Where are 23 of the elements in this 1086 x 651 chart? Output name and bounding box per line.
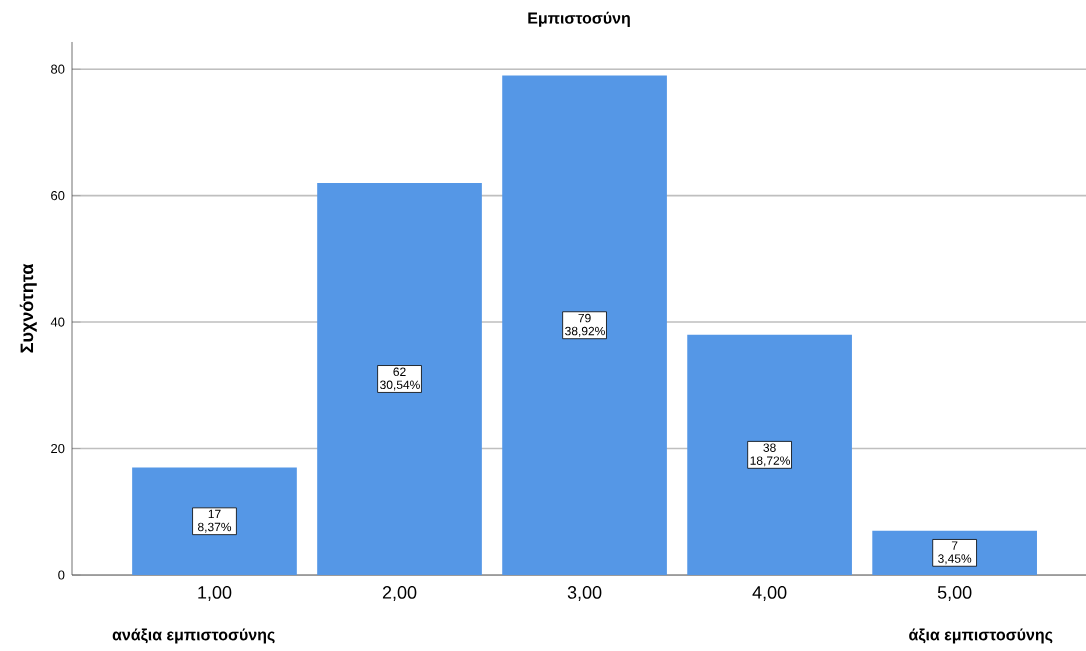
bar <box>502 75 667 575</box>
chart-title: Εμπιστοσύνη <box>528 11 630 27</box>
text: ανάξια εμπιστοσύνης <box>112 628 275 644</box>
bar <box>317 182 482 575</box>
data-label: 62 30,54% <box>380 367 420 391</box>
x-tick-label: 2,00 <box>382 586 417 601</box>
bar <box>132 467 297 575</box>
x-tick-label: 5,00 <box>937 586 972 601</box>
x-tick-label: 1,00 <box>198 586 232 601</box>
y-tick-label: 80 <box>51 64 65 74</box>
bar <box>687 334 852 575</box>
data-label: 79 38,92% <box>565 313 605 337</box>
y-tick-label: 0 <box>58 570 65 580</box>
data-label: 38 18,72% <box>750 443 790 467</box>
text: άξια εμπιστοσύνης <box>909 628 1053 644</box>
y-tick-label: 40 <box>50 317 65 327</box>
data-label: 17 8,37% <box>198 509 232 533</box>
y-tick-label: 60 <box>51 191 65 201</box>
x-tick-label: 3,00 <box>567 586 602 601</box>
y-tick-label: 20 <box>51 443 65 454</box>
data-label: 7 3,45% <box>938 541 972 565</box>
y-axis-title: Συχνότητα <box>19 263 37 353</box>
x-tick-label: 4,00 <box>752 586 787 601</box>
